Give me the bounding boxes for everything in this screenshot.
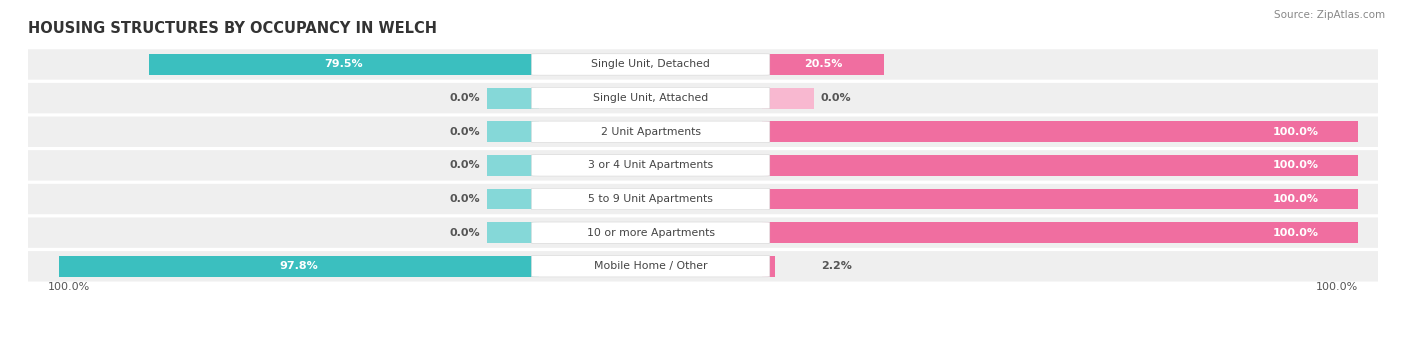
Text: 0.0%: 0.0% [450, 228, 481, 238]
Text: 2 Unit Apartments: 2 Unit Apartments [600, 127, 700, 137]
FancyBboxPatch shape [531, 222, 770, 243]
FancyBboxPatch shape [531, 88, 770, 109]
FancyBboxPatch shape [13, 49, 1393, 80]
Bar [762, 189, 1358, 209]
FancyBboxPatch shape [531, 188, 770, 210]
FancyBboxPatch shape [531, 54, 770, 75]
Text: 100.0%: 100.0% [48, 282, 90, 292]
FancyBboxPatch shape [13, 184, 1393, 214]
Text: 0.0%: 0.0% [450, 194, 481, 204]
Text: Single Unit, Detached: Single Unit, Detached [591, 59, 710, 70]
Bar [762, 121, 1358, 142]
FancyBboxPatch shape [531, 121, 770, 143]
Text: 100.0%: 100.0% [1272, 160, 1319, 170]
Bar [762, 222, 1358, 243]
Bar [762, 88, 814, 108]
FancyBboxPatch shape [13, 83, 1393, 113]
FancyBboxPatch shape [13, 117, 1393, 147]
Bar [486, 155, 538, 176]
Text: 0.0%: 0.0% [450, 160, 481, 170]
FancyBboxPatch shape [13, 251, 1393, 282]
FancyBboxPatch shape [531, 256, 770, 277]
Text: 100.0%: 100.0% [1316, 282, 1358, 292]
Text: 100.0%: 100.0% [1272, 194, 1319, 204]
Bar [762, 54, 884, 75]
Bar [486, 222, 538, 243]
Bar [762, 155, 1358, 176]
Text: Single Unit, Attached: Single Unit, Attached [593, 93, 709, 103]
FancyBboxPatch shape [13, 218, 1393, 248]
Text: HOUSING STRUCTURES BY OCCUPANCY IN WELCH: HOUSING STRUCTURES BY OCCUPANCY IN WELCH [28, 21, 437, 36]
Text: 2.2%: 2.2% [821, 261, 852, 271]
Text: 100.0%: 100.0% [1272, 228, 1319, 238]
Text: Source: ZipAtlas.com: Source: ZipAtlas.com [1274, 10, 1385, 20]
Bar [486, 121, 538, 142]
Text: 5 to 9 Unit Apartments: 5 to 9 Unit Apartments [588, 194, 713, 204]
Text: 0.0%: 0.0% [821, 93, 852, 103]
Bar [486, 189, 538, 209]
Text: 97.8%: 97.8% [280, 261, 318, 271]
Text: 0.0%: 0.0% [450, 93, 481, 103]
FancyBboxPatch shape [531, 155, 770, 176]
Text: 20.5%: 20.5% [804, 59, 842, 70]
Bar [486, 88, 538, 108]
FancyBboxPatch shape [13, 150, 1393, 181]
Bar [762, 256, 775, 277]
Bar [149, 54, 538, 75]
Text: 10 or more Apartments: 10 or more Apartments [586, 228, 714, 238]
Text: 100.0%: 100.0% [1272, 127, 1319, 137]
Text: 0.0%: 0.0% [450, 127, 481, 137]
Text: Mobile Home / Other: Mobile Home / Other [593, 261, 707, 271]
Text: 79.5%: 79.5% [325, 59, 363, 70]
Text: 3 or 4 Unit Apartments: 3 or 4 Unit Apartments [588, 160, 713, 170]
Bar [59, 256, 538, 277]
